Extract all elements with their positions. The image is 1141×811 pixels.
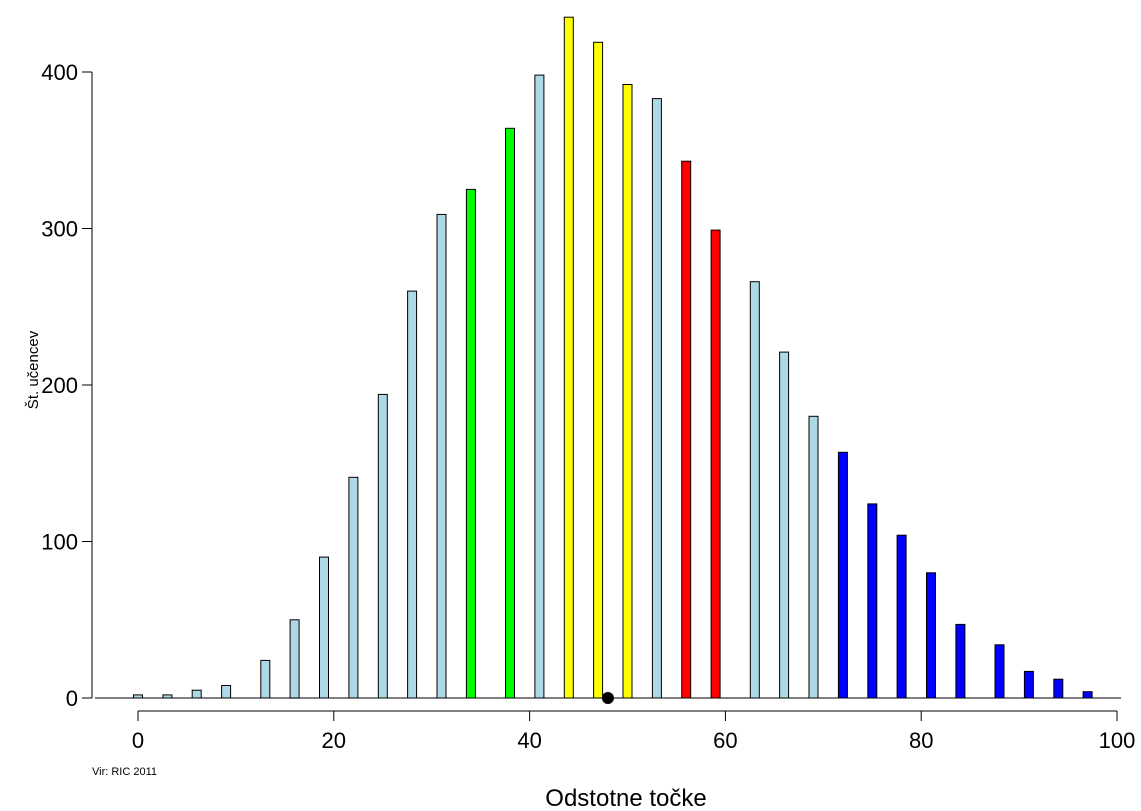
bar-19 <box>710 229 721 699</box>
x-tick-label-0: 0 <box>132 728 144 753</box>
bar-28 <box>994 644 1005 699</box>
bar-6 <box>319 556 329 699</box>
bar-12 <box>505 127 515 699</box>
bar-9 <box>407 290 418 699</box>
bar-7 <box>348 476 359 699</box>
mean-marker <box>601 692 614 704</box>
bar-26 <box>926 572 936 699</box>
y-axis-title: Št. učencev <box>25 330 42 409</box>
bar-18 <box>681 160 692 699</box>
bar-27 <box>955 623 966 699</box>
bar-10 <box>436 213 447 699</box>
bar-29 <box>1023 670 1034 699</box>
bar-16 <box>622 84 633 699</box>
bar-30 <box>1053 678 1064 699</box>
x-axis: 0 20 40 60 80 100 <box>132 710 1136 753</box>
bar-8 <box>377 393 388 699</box>
bar-25 <box>896 534 907 699</box>
y-tick-label-400: 400 <box>41 60 78 85</box>
bar-13 <box>534 74 545 699</box>
bar-22 <box>808 415 819 699</box>
bar-11 <box>465 188 476 699</box>
bar-21 <box>779 351 790 699</box>
y-axis: 0 100 200 300 400 <box>41 60 93 711</box>
bar-14 <box>563 16 574 699</box>
x-tick-label-20: 20 <box>322 728 346 753</box>
x-tick-label-80: 80 <box>909 728 933 753</box>
x-tick-label-60: 60 <box>713 728 737 753</box>
y-tick-label-200: 200 <box>41 373 78 398</box>
bar-31 <box>1082 691 1093 699</box>
bars-layer <box>133 16 1093 699</box>
bar-23 <box>837 451 848 699</box>
x-axis-title: Odstotne točke <box>545 785 706 811</box>
bar-4 <box>260 659 271 699</box>
bar-20 <box>749 281 760 699</box>
bar-5 <box>289 619 300 699</box>
bar-15 <box>593 41 604 699</box>
bar-24 <box>867 503 878 699</box>
y-tick-label-300: 300 <box>41 217 78 242</box>
x-tick-label-100: 100 <box>1099 728 1136 753</box>
x-tick-label-40: 40 <box>517 728 541 753</box>
bar-2 <box>191 689 202 699</box>
bar-17 <box>651 98 662 699</box>
source-note: Vir: RIC 2011 <box>92 766 157 778</box>
y-tick-label-0: 0 <box>66 686 78 711</box>
y-tick-label-100: 100 <box>41 530 78 555</box>
bar-3 <box>221 685 232 699</box>
